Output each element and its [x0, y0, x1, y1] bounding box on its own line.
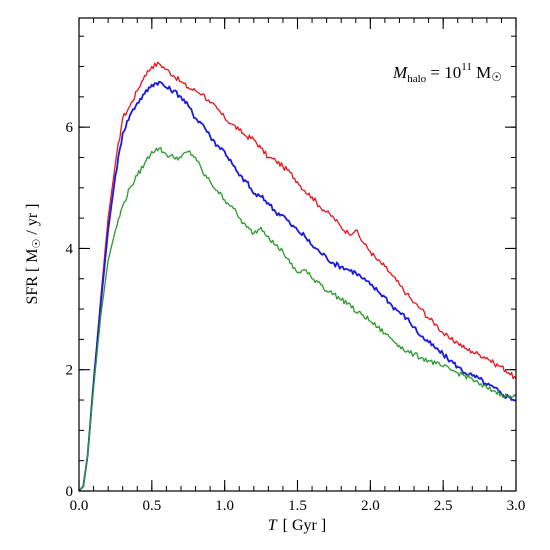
x-tick-label: 0.0	[70, 498, 89, 514]
plot-frame	[78, 17, 517, 492]
y-tick-label: 0	[66, 484, 74, 500]
x-axis-label: T[ Gyr ]	[268, 517, 326, 534]
halo-mass-annotation: Mhalo = 1011 M☉	[392, 61, 502, 85]
y-tick-label: 4	[66, 241, 74, 257]
x-tick-label: 0.5	[142, 498, 161, 514]
series-layer	[78, 61, 517, 492]
tick-labels: 0.0 0.5 1.0 1.5 2.0 2.5 3.0 0 2 4 6	[66, 120, 526, 514]
x-tick-label: 1.0	[215, 498, 234, 514]
series-line-2	[78, 80, 517, 492]
x-tick-label: 2.0	[361, 498, 380, 514]
y-tick-label: 6	[66, 120, 74, 136]
y-axis-label: SFR [ M☉ / yr ]	[24, 203, 43, 304]
series-line-3	[78, 146, 517, 492]
x-tick-label: 3.0	[507, 498, 526, 514]
minor-ticks	[78, 18, 517, 492]
x-tick-label: 2.5	[434, 498, 453, 514]
x-tick-label: 1.5	[288, 498, 307, 514]
major-ticks	[78, 18, 517, 492]
series-line-1	[78, 61, 517, 492]
y-tick-label: 2	[66, 363, 74, 379]
